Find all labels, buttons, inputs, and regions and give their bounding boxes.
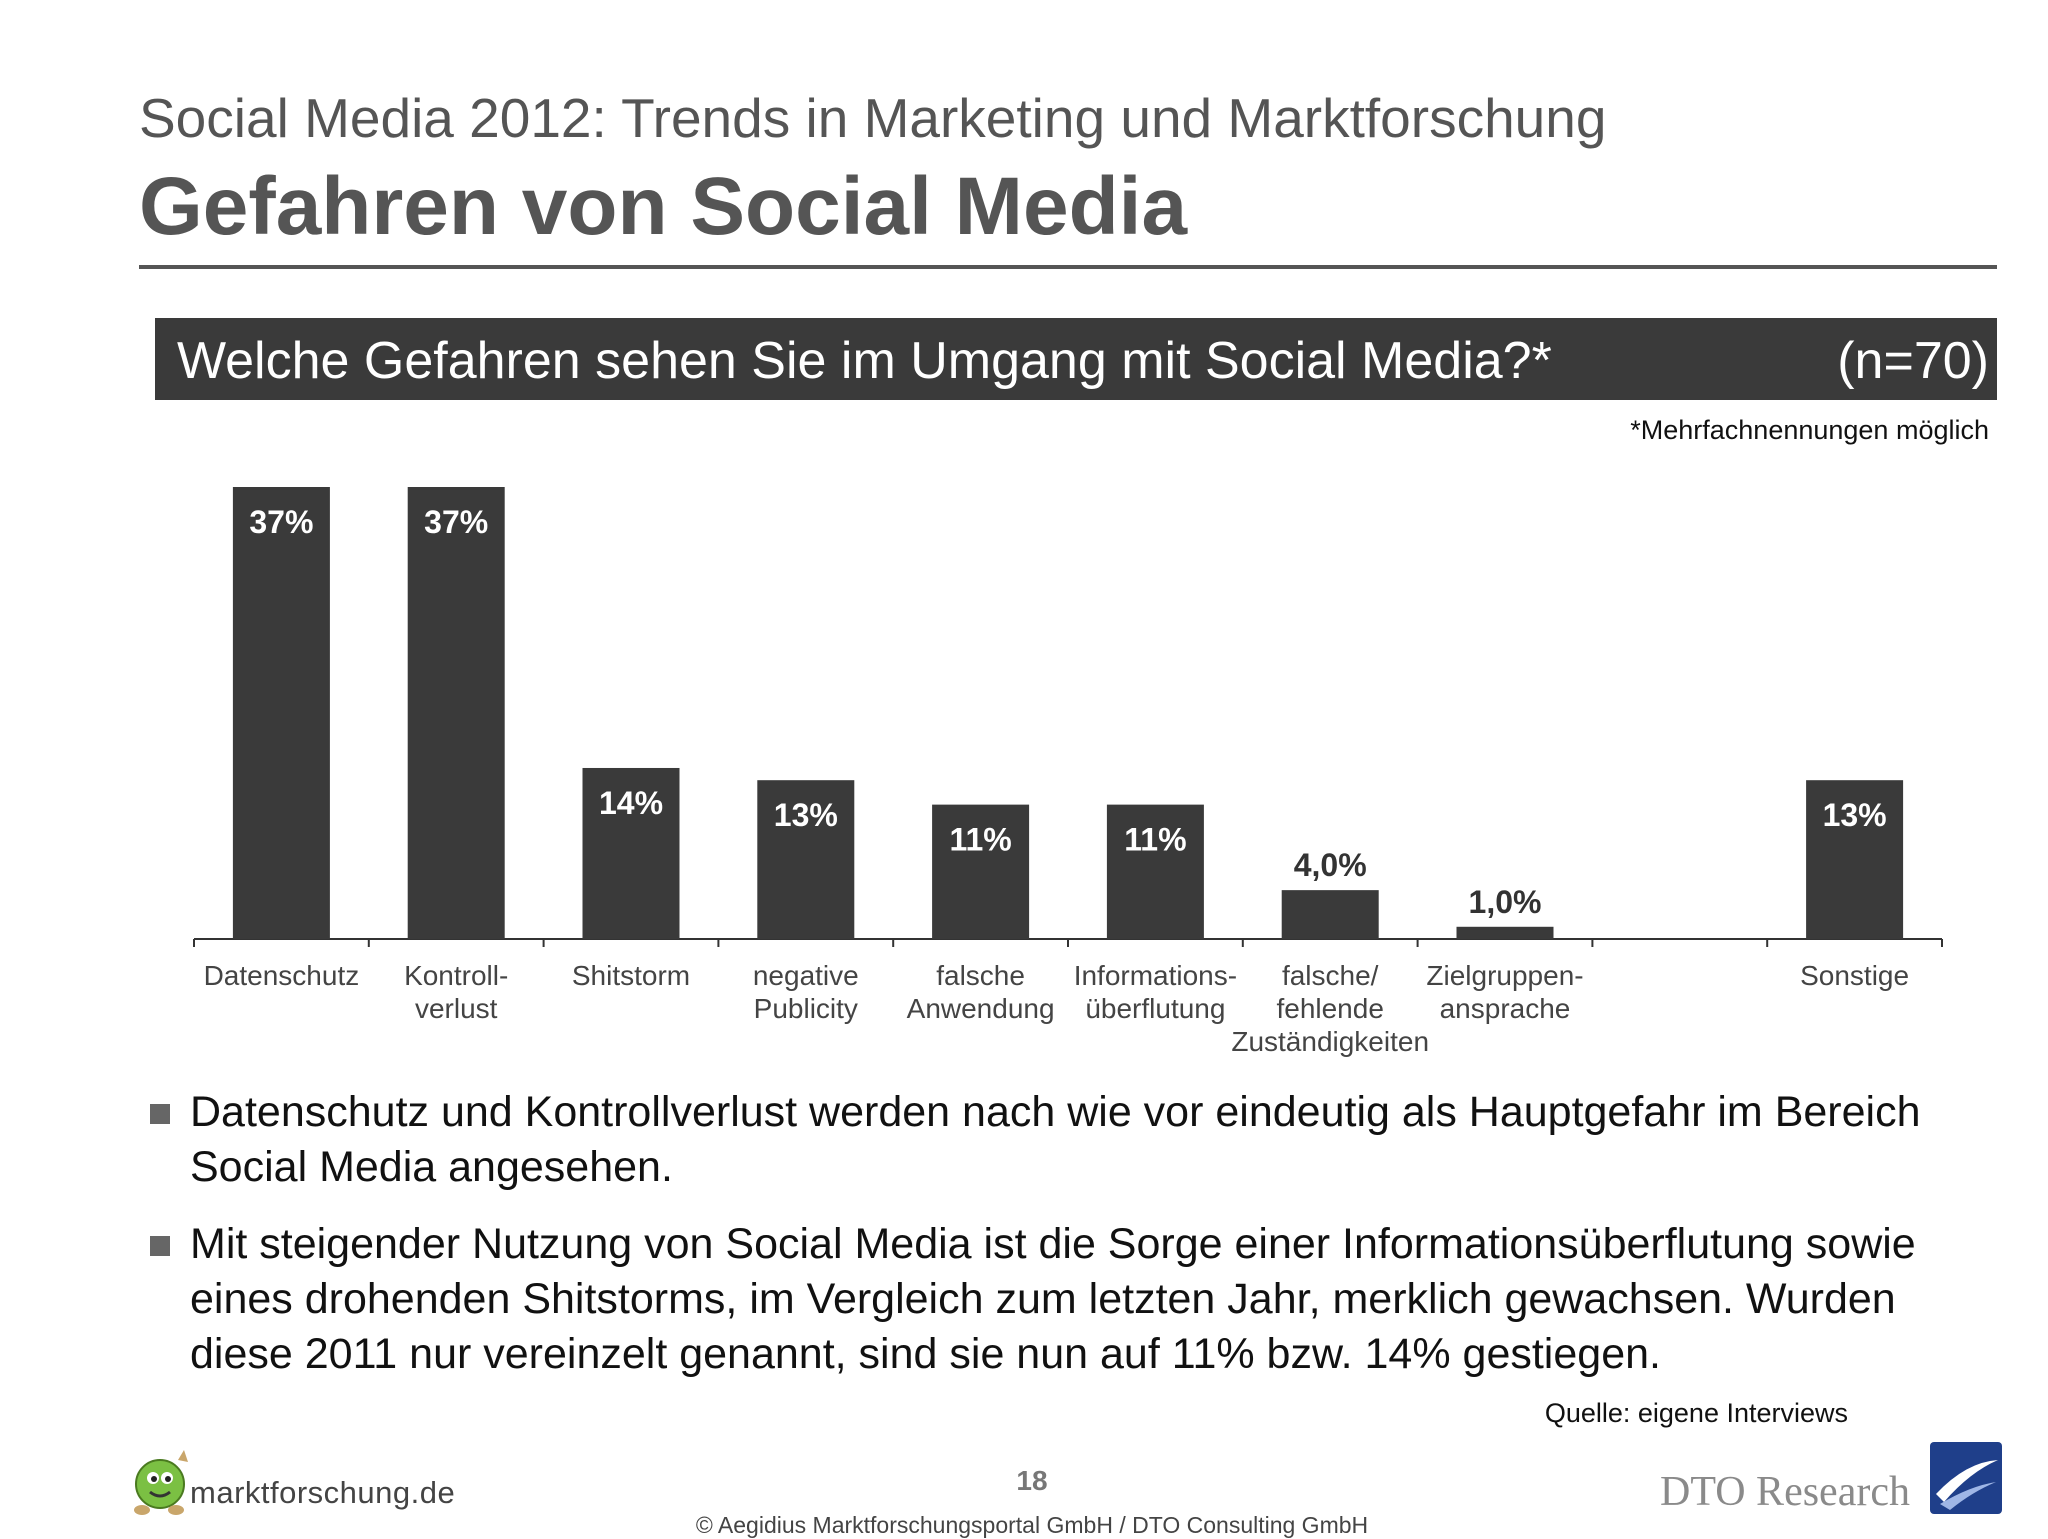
x-tick-label: Kontroll- [404,960,508,991]
data-label: 13% [774,797,838,833]
x-tick-label: Zielgruppen- [1426,960,1583,991]
page-title: Gefahren von Social Media [139,161,1188,252]
data-label: 13% [1823,797,1887,833]
data-label: 4,0% [1294,847,1367,883]
x-tick-label: Zuständigkeiten [1231,1026,1429,1057]
bullet-item: Mit steigender Nutzung von Social Media … [148,1217,2008,1382]
x-tick-label: Sonstige [1800,960,1909,991]
data-label: 1,0% [1469,884,1542,920]
source-note: Quelle: eigene Interviews [1544,1398,1848,1428]
x-tick-label: ansprache [1440,993,1571,1024]
dto-research-logo-icon [1930,1442,2002,1514]
question-text: Welche Gefahren sehen Sie im Umgang mit … [177,332,1552,390]
x-tick-label: Shitstorm [572,960,690,991]
x-tick-label: fehlende [1276,993,1383,1024]
bullet-item: Datenschutz und Kontrollverlust werden n… [148,1085,2008,1195]
bar [407,487,505,939]
x-tick-label: Anwendung [907,993,1055,1024]
data-label: 11% [1124,822,1186,858]
question-banner [155,318,1997,400]
marktforschung-logo-text: marktforschung.de [190,1475,456,1510]
bar [757,780,855,939]
x-tick-label: Informations- [1074,960,1237,991]
bar [1806,780,1904,939]
bullet-list: Datenschutz und Kontrollverlust werden n… [148,1085,2008,1404]
x-tick-label: verlust [415,993,498,1024]
x-tick-label: negative [753,960,859,991]
dto-research-logo-text: DTO Research [1660,1469,1910,1515]
bar-chart: 37% Datenschutz 37% Kontroll-verlust 14% Shit… [193,487,1943,1057]
multiple-answers-note: *Mehrfachnennungen möglich [1630,415,1989,445]
data-label: 37% [424,504,488,540]
bar [1281,890,1379,939]
data-label: 14% [599,785,663,821]
bullet-text: Datenschutz und Kontrollverlust werden n… [190,1088,1921,1191]
bar [1456,926,1554,939]
data-label: 11% [949,822,1011,858]
x-tick-label: Datenschutz [204,960,360,991]
bullet-text: Mit steigender Nutzung von Social Media … [190,1220,1916,1378]
x-tick-label: falsche [936,960,1025,991]
bullet-square-icon [150,1104,170,1124]
data-label: 37% [249,504,313,540]
x-tick-label: überflutung [1085,993,1225,1024]
bar [582,767,680,939]
bullet-square-icon [150,1236,170,1256]
bar [232,487,330,939]
page-subtitle: Social Media 2012: Trends in Marketing u… [139,87,1607,149]
sample-size-label: (n=70) [1837,332,1989,390]
bar [932,804,1030,939]
page-number: 18 [1016,1465,1048,1496]
x-tick-label: Publicity [754,993,858,1024]
x-tick-label: falsche/ [1282,960,1379,991]
title-divider [139,265,1997,269]
marktforschung-mascot-icon [134,1450,188,1515]
bar [1106,804,1204,939]
copyright-note: © Aegidius Marktforschungsportal GmbH / … [695,1512,1369,1538]
